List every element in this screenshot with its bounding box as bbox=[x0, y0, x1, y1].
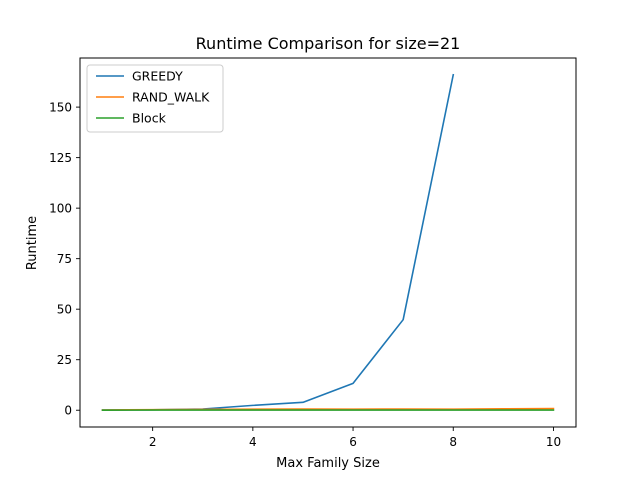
y-axis-ticks: 0 25 50 75 100 125 150 bbox=[49, 101, 80, 418]
y-tick-label: 50 bbox=[57, 303, 72, 317]
x-axis-ticks: 2 4 6 8 10 bbox=[149, 427, 561, 449]
y-tick-label: 100 bbox=[49, 202, 72, 216]
y-tick-label: 125 bbox=[49, 151, 72, 165]
legend-label: RAND_WALK bbox=[132, 90, 210, 105]
x-tick-label: 2 bbox=[149, 435, 157, 449]
legend-label: Block bbox=[132, 111, 167, 126]
y-tick-label: 25 bbox=[57, 353, 72, 367]
x-tick-label: 8 bbox=[449, 435, 457, 449]
axes-frame bbox=[79, 57, 577, 428]
y-tick-label: 0 bbox=[64, 404, 72, 418]
x-tick-label: 6 bbox=[349, 435, 357, 449]
plot-area bbox=[101, 73, 555, 412]
x-tick-label: 4 bbox=[249, 435, 257, 449]
x-axis-label: Max Family Size bbox=[276, 456, 380, 471]
legend-box bbox=[86, 64, 224, 133]
chart-title: Runtime Comparison for size=21 bbox=[196, 34, 461, 53]
y-tick-label: 75 bbox=[57, 252, 72, 266]
y-tick-label: 150 bbox=[49, 101, 72, 115]
legend-label: GREEDY bbox=[132, 69, 183, 84]
x-tick-label: 10 bbox=[546, 435, 561, 449]
legend: GREEDY RAND_WALK Block bbox=[86, 64, 224, 133]
y-axis-label: Runtime bbox=[25, 216, 40, 270]
